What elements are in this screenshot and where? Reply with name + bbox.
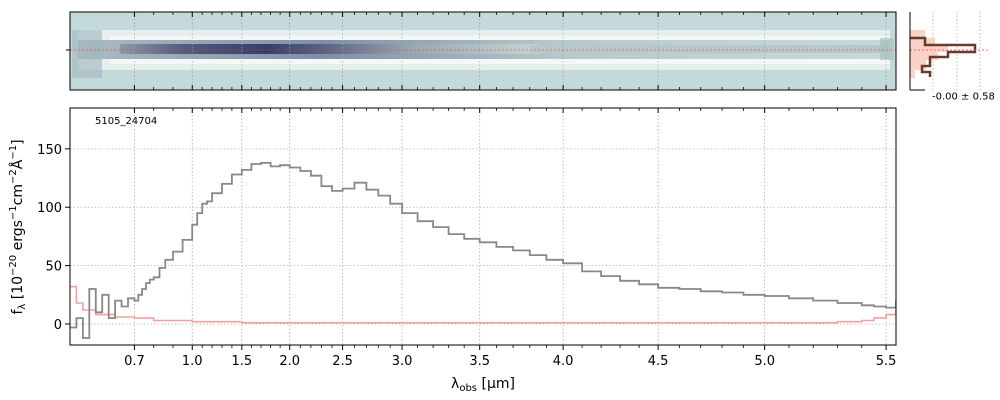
spectrum-2d-gridlines <box>134 12 887 90</box>
x-tick-label: 3.5 <box>469 354 490 369</box>
x-tick-label: 4.5 <box>648 354 669 369</box>
spectrum-2d-trace <box>120 44 540 54</box>
y-axis-title-part-c: cm <box>10 184 26 205</box>
x-axis-title: λobs [μm] <box>451 376 515 394</box>
series-error-line <box>70 285 896 324</box>
y-axis-title-exp-1: −20 <box>8 255 19 276</box>
x-tick-label: 5.5 <box>876 354 897 369</box>
series-flux-line <box>70 162 896 339</box>
y-axis-title: fλ [10−20 ergs−1cm−2Å−1] <box>8 139 28 314</box>
spectrum-2d-frame <box>69 11 897 91</box>
y-axis-title-exp-2: −1 <box>8 205 19 220</box>
side-histogram-step <box>910 36 977 77</box>
side-histogram-panel: -0.00 ± 0.58 <box>909 12 995 102</box>
y-axis-title-part-a: [10 <box>10 276 26 304</box>
chart-annotation: 5105_24704 <box>95 116 157 127</box>
spectrum-1d-panel: 0.7 1.0 1.5 2.0 2.5 3.0 3.5 4.0 4.5 5.0 5.5 0 50 100… <box>8 107 897 394</box>
side-histogram-fill <box>910 30 948 78</box>
y-tick-label: 0 <box>54 318 62 333</box>
x-tick-label: 5.0 <box>754 354 775 369</box>
x-tick-label: 2.0 <box>279 354 300 369</box>
y-tick-label: 100 <box>37 201 62 216</box>
y-tick-label: 150 <box>37 143 62 158</box>
y-axis-title-exp-3: −2 <box>8 169 19 184</box>
y-axis-title-part-f: ] <box>10 139 26 144</box>
y-axis-title-part-d: Å <box>9 159 26 169</box>
x-axis-title-subscript: obs <box>459 383 477 394</box>
spectrum-2d-trace-tail <box>530 45 890 53</box>
y-axis-title-exp-4: −1 <box>8 145 19 160</box>
x-tick-label: 1.0 <box>182 354 203 369</box>
y-axis-title-part-b: ergs <box>10 220 26 255</box>
main-y-ticks: 0 50 100 150 <box>37 143 70 333</box>
x-axis-title-unit: [μm] <box>477 376 515 392</box>
main-frame <box>69 107 897 346</box>
x-tick-label: 0.7 <box>124 354 145 369</box>
spectrum-2d-panel <box>66 11 897 91</box>
x-tick-label: 2.5 <box>332 354 353 369</box>
y-tick-label: 50 <box>45 260 62 275</box>
main-x-ticks: 0.7 1.0 1.5 2.0 2.5 3.0 3.5 4.0 4.5 5.0 5.5 <box>124 108 896 369</box>
x-axis-title-symbol: λ <box>451 376 459 392</box>
spectrum-2d-edge-noise <box>72 30 102 78</box>
side-histogram-label: -0.00 ± 0.58 <box>932 91 995 102</box>
y-axis-title-symbol: f <box>10 309 26 315</box>
x-tick-label: 3.0 <box>392 354 413 369</box>
y-axis-title-subscript: λ <box>17 304 28 310</box>
main-gridlines <box>70 108 896 345</box>
spectrum-2d-edge-noise-right <box>880 38 894 60</box>
x-tick-label: 1.5 <box>231 354 252 369</box>
x-tick-label: 4.0 <box>553 354 574 369</box>
